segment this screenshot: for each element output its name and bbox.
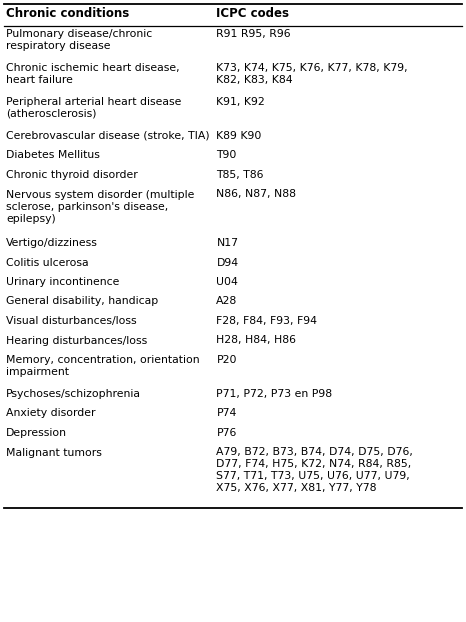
Text: A28: A28 <box>216 297 238 307</box>
Text: Colitis ulcerosa: Colitis ulcerosa <box>6 258 89 267</box>
Text: P20: P20 <box>216 355 237 365</box>
Text: Pulmonary disease/chronic
respiratory disease: Pulmonary disease/chronic respiratory di… <box>6 29 152 51</box>
Text: Depression: Depression <box>6 428 67 438</box>
Text: P74: P74 <box>216 409 237 419</box>
Text: T90: T90 <box>216 151 237 160</box>
Text: K91, K92: K91, K92 <box>216 97 265 107</box>
Text: P76: P76 <box>216 428 237 438</box>
Text: U04: U04 <box>216 277 238 287</box>
Text: Vertigo/dizziness: Vertigo/dizziness <box>6 238 98 248</box>
Text: H28, H84, H86: H28, H84, H86 <box>216 335 296 345</box>
Text: K73, K74, K75, K76, K77, K78, K79,
K82, K83, K84: K73, K74, K75, K76, K77, K78, K79, K82, … <box>216 63 408 85</box>
Text: Cerebrovascular disease (stroke, TIA): Cerebrovascular disease (stroke, TIA) <box>6 131 210 141</box>
Text: Chronic ischemic heart disease,
heart failure: Chronic ischemic heart disease, heart fa… <box>6 63 179 85</box>
Text: Anxiety disorder: Anxiety disorder <box>6 409 96 419</box>
Text: K89 K90: K89 K90 <box>216 131 262 141</box>
Text: N86, N87, N88: N86, N87, N88 <box>216 190 296 200</box>
Text: Chronic thyroid disorder: Chronic thyroid disorder <box>6 170 138 180</box>
Text: Urinary incontinence: Urinary incontinence <box>6 277 119 287</box>
Text: Chronic conditions: Chronic conditions <box>6 7 129 20</box>
Text: T85, T86: T85, T86 <box>216 170 264 180</box>
Text: R91 R95, R96: R91 R95, R96 <box>216 29 291 39</box>
Text: F28, F84, F93, F94: F28, F84, F93, F94 <box>216 316 317 326</box>
Text: Malignant tumors: Malignant tumors <box>6 447 102 458</box>
Text: Diabetes Mellitus: Diabetes Mellitus <box>6 151 100 160</box>
Text: A79, B72, B73, B74, D74, D75, D76,
D77, F74, H75, K72, N74, R84, R85,
S77, T71, : A79, B72, B73, B74, D74, D75, D76, D77, … <box>216 447 413 493</box>
Text: Psychoses/schizophrenia: Psychoses/schizophrenia <box>6 389 141 399</box>
Text: General disability, handicap: General disability, handicap <box>6 297 158 307</box>
Text: N17: N17 <box>216 238 239 248</box>
Text: Hearing disturbances/loss: Hearing disturbances/loss <box>6 335 147 345</box>
Text: P71, P72, P73 en P98: P71, P72, P73 en P98 <box>216 389 333 399</box>
Text: Peripheral arterial heart disease
(atherosclerosis): Peripheral arterial heart disease (ather… <box>6 97 181 119</box>
Text: Nervous system disorder (multiple
sclerose, parkinson's disease,
epilepsy): Nervous system disorder (multiple sclero… <box>6 190 194 223</box>
Text: ICPC codes: ICPC codes <box>216 7 289 20</box>
Text: Memory, concentration, orientation
impairment: Memory, concentration, orientation impai… <box>6 355 199 377</box>
Text: Visual disturbances/loss: Visual disturbances/loss <box>6 316 137 326</box>
Text: D94: D94 <box>216 258 239 267</box>
